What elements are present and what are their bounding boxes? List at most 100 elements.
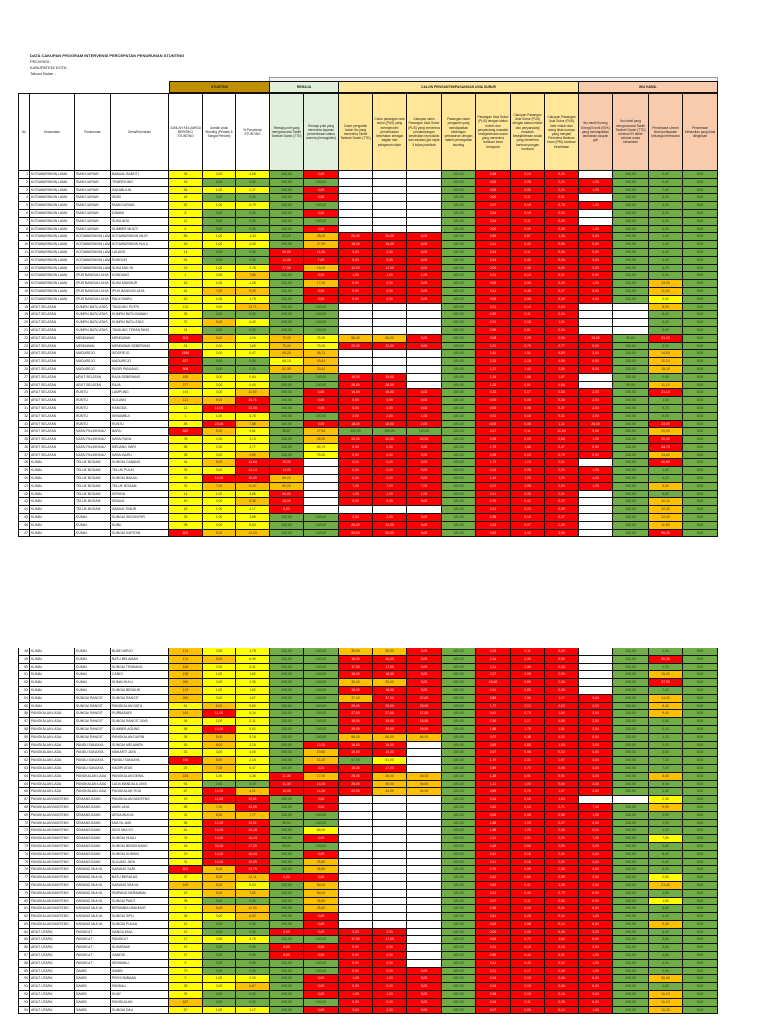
indicator-cell: 0,34 [476, 975, 511, 984]
indicator-cell: 100,00 [442, 655, 476, 664]
indicator-cell: 15,71 [236, 397, 270, 405]
indicator-cell: 13,14 [236, 467, 270, 476]
indicator-cell [339, 358, 373, 366]
indicator-cell: 100,00 [442, 866, 476, 875]
indicator-cell: 3,29 [511, 334, 545, 343]
indicator-cell: 82,39 [270, 365, 304, 374]
indicator-cell: 0,86 [545, 381, 579, 390]
indicator-cell: 100,00 [613, 521, 649, 530]
indicator-cell: 1,38 [476, 772, 511, 781]
puskesmas-cell: RUNTU [75, 404, 111, 413]
indicator-cell [373, 881, 407, 890]
indicator-cell [407, 217, 442, 226]
puskesmas-cell: SAMBI [75, 975, 111, 984]
indicator-cell: 0,38 [476, 451, 511, 460]
puskesmas-cell: PANGKUT [75, 952, 111, 960]
indicator-cell: 20,00 [373, 521, 407, 530]
indicator-cell: 0,00 [683, 404, 718, 413]
table-row: 27 ARUT SELATAN ARUT SELATAN RAJA SEBERANG 1… [18, 373, 718, 382]
table-row: 72 PANGKALAN BANTENG SEMANGGANG SUNGAI HIJA… [18, 835, 718, 843]
indicator-cell: 0,00 [236, 897, 270, 906]
row-number: 24 [18, 350, 30, 359]
indicator-cell: 100,00 [304, 514, 339, 522]
indicator-cell: 0,19 [511, 209, 545, 218]
indicator-cell: 1,51 [476, 350, 511, 359]
indicator-cell: 8 [169, 209, 203, 218]
indicator-cell: 1,33 [476, 381, 511, 390]
indicator-cell: 0,00 [373, 287, 407, 296]
indicator-cell: 2,00 [579, 412, 613, 421]
indicator-cell: 100,00 [270, 663, 304, 672]
indicator-cell: 4,17 [236, 506, 270, 515]
table-row: 25 ARUT SELATAN MADUREJO MADUREJO 627 0,00 0,0… [18, 358, 718, 366]
indicator-cell [407, 819, 442, 828]
indicator-cell: 100,00 [442, 171, 476, 179]
indicator-cell: 100,00 [304, 303, 339, 312]
indicator-cell: 5,47 [236, 764, 270, 773]
indicator-cell: 100,00 [304, 663, 339, 672]
indicator-cell: 100,00 [304, 811, 339, 820]
provinsi-label: PROVINSI : [30, 59, 52, 64]
indicator-cell: 100,00 [270, 280, 304, 288]
indicator-cell: 19 [169, 264, 203, 273]
indicator-cell: 100,00 [613, 287, 649, 296]
table-row: 59 PANGKALAN LADA SUNGAI RANGIT PANGKALAN D… [18, 733, 718, 742]
indicator-cell: 0,38 [476, 991, 511, 999]
indicator-cell: 0,00 [683, 319, 718, 327]
indicator-cell [407, 311, 442, 320]
indicator-cell [304, 498, 339, 507]
indicator-cell: 3,00 [579, 710, 613, 719]
indicator-cell: 0,89 [476, 952, 511, 960]
indicator-cell: 0,00 [339, 443, 373, 452]
indicator-cell: 0,63 [476, 529, 511, 538]
indicator-cell: 33,61 [304, 365, 339, 374]
indicator-cell: 3,00 [579, 350, 613, 359]
table-row: 93 ARUT UTARA SAMBI PANGKALAN 187 0,00 0,00 100… [18, 998, 718, 1007]
indicator-cell: 1,79 [476, 757, 511, 765]
desa-cell: SABUAI TIMUR [111, 506, 169, 515]
indicator-cell: 0,00 [373, 967, 407, 976]
indicator-cell: 100,00 [270, 897, 304, 906]
indicator-cell [373, 827, 407, 836]
indicator-cell: 1,11 [476, 780, 511, 789]
indicator-cell: 13,60 [649, 451, 683, 460]
indicator-cell: 61 [169, 702, 203, 711]
indicator-cell: 100,00 [442, 233, 476, 242]
row-number: 42 [18, 490, 30, 499]
puskesmas-cell: PANGKALAN LADA [75, 772, 111, 781]
indicator-cell: 54 [169, 186, 203, 195]
indicator-cell: 100,00 [613, 998, 649, 1007]
indicator-cell: 0,00 [407, 983, 442, 992]
indicator-cell: 100,00 [613, 420, 649, 429]
indicator-cell [373, 913, 407, 921]
puskesmas-cell: KARANG MULYA [75, 897, 111, 906]
indicator-cell: 1,01 [545, 319, 579, 327]
indicator-cell: 94 [169, 718, 203, 726]
indicator-cell: 39,00 [373, 648, 407, 656]
indicator-cell: 100,00 [270, 827, 304, 836]
row-number: 2 [18, 178, 30, 187]
indicator-cell: 14,00 [270, 467, 304, 476]
indicator-cell: 100,00 [442, 529, 476, 538]
indicator-cell: 0,23 [511, 506, 545, 515]
desa-cell: MEDANG SARI [111, 443, 169, 452]
row-number: 23 [18, 342, 30, 351]
indicator-cell [339, 874, 373, 882]
indicator-cell: 100,00 [304, 178, 339, 187]
indicator-cell: 163 [169, 772, 203, 781]
indicator-cell: 100,00 [442, 264, 476, 273]
kecamatan-cell: KUMAI [30, 459, 75, 468]
indicator-cell [339, 850, 373, 859]
indicator-cell: 0,65 [545, 436, 579, 444]
indicator-cell: 68,10 [270, 358, 304, 366]
indicator-cell: 2,00 [203, 648, 236, 656]
kecamatan-cell: KUMAI [30, 648, 75, 656]
indicator-cell: 0,36 [545, 928, 579, 937]
indicator-cell: 0,13 [511, 803, 545, 812]
table-row: 44 KUMAI TELUK BOGAM SABUAI TIMUR 15 1,00 4,17… [18, 506, 718, 515]
desa-cell: SULUNG [111, 397, 169, 405]
indicator-cell: 0,35 [545, 686, 579, 695]
indicator-cell: 0,00 [339, 295, 373, 304]
puskesmas-cell: SEMANGGANG [75, 819, 111, 828]
indicator-cell: 100,00 [304, 710, 339, 719]
